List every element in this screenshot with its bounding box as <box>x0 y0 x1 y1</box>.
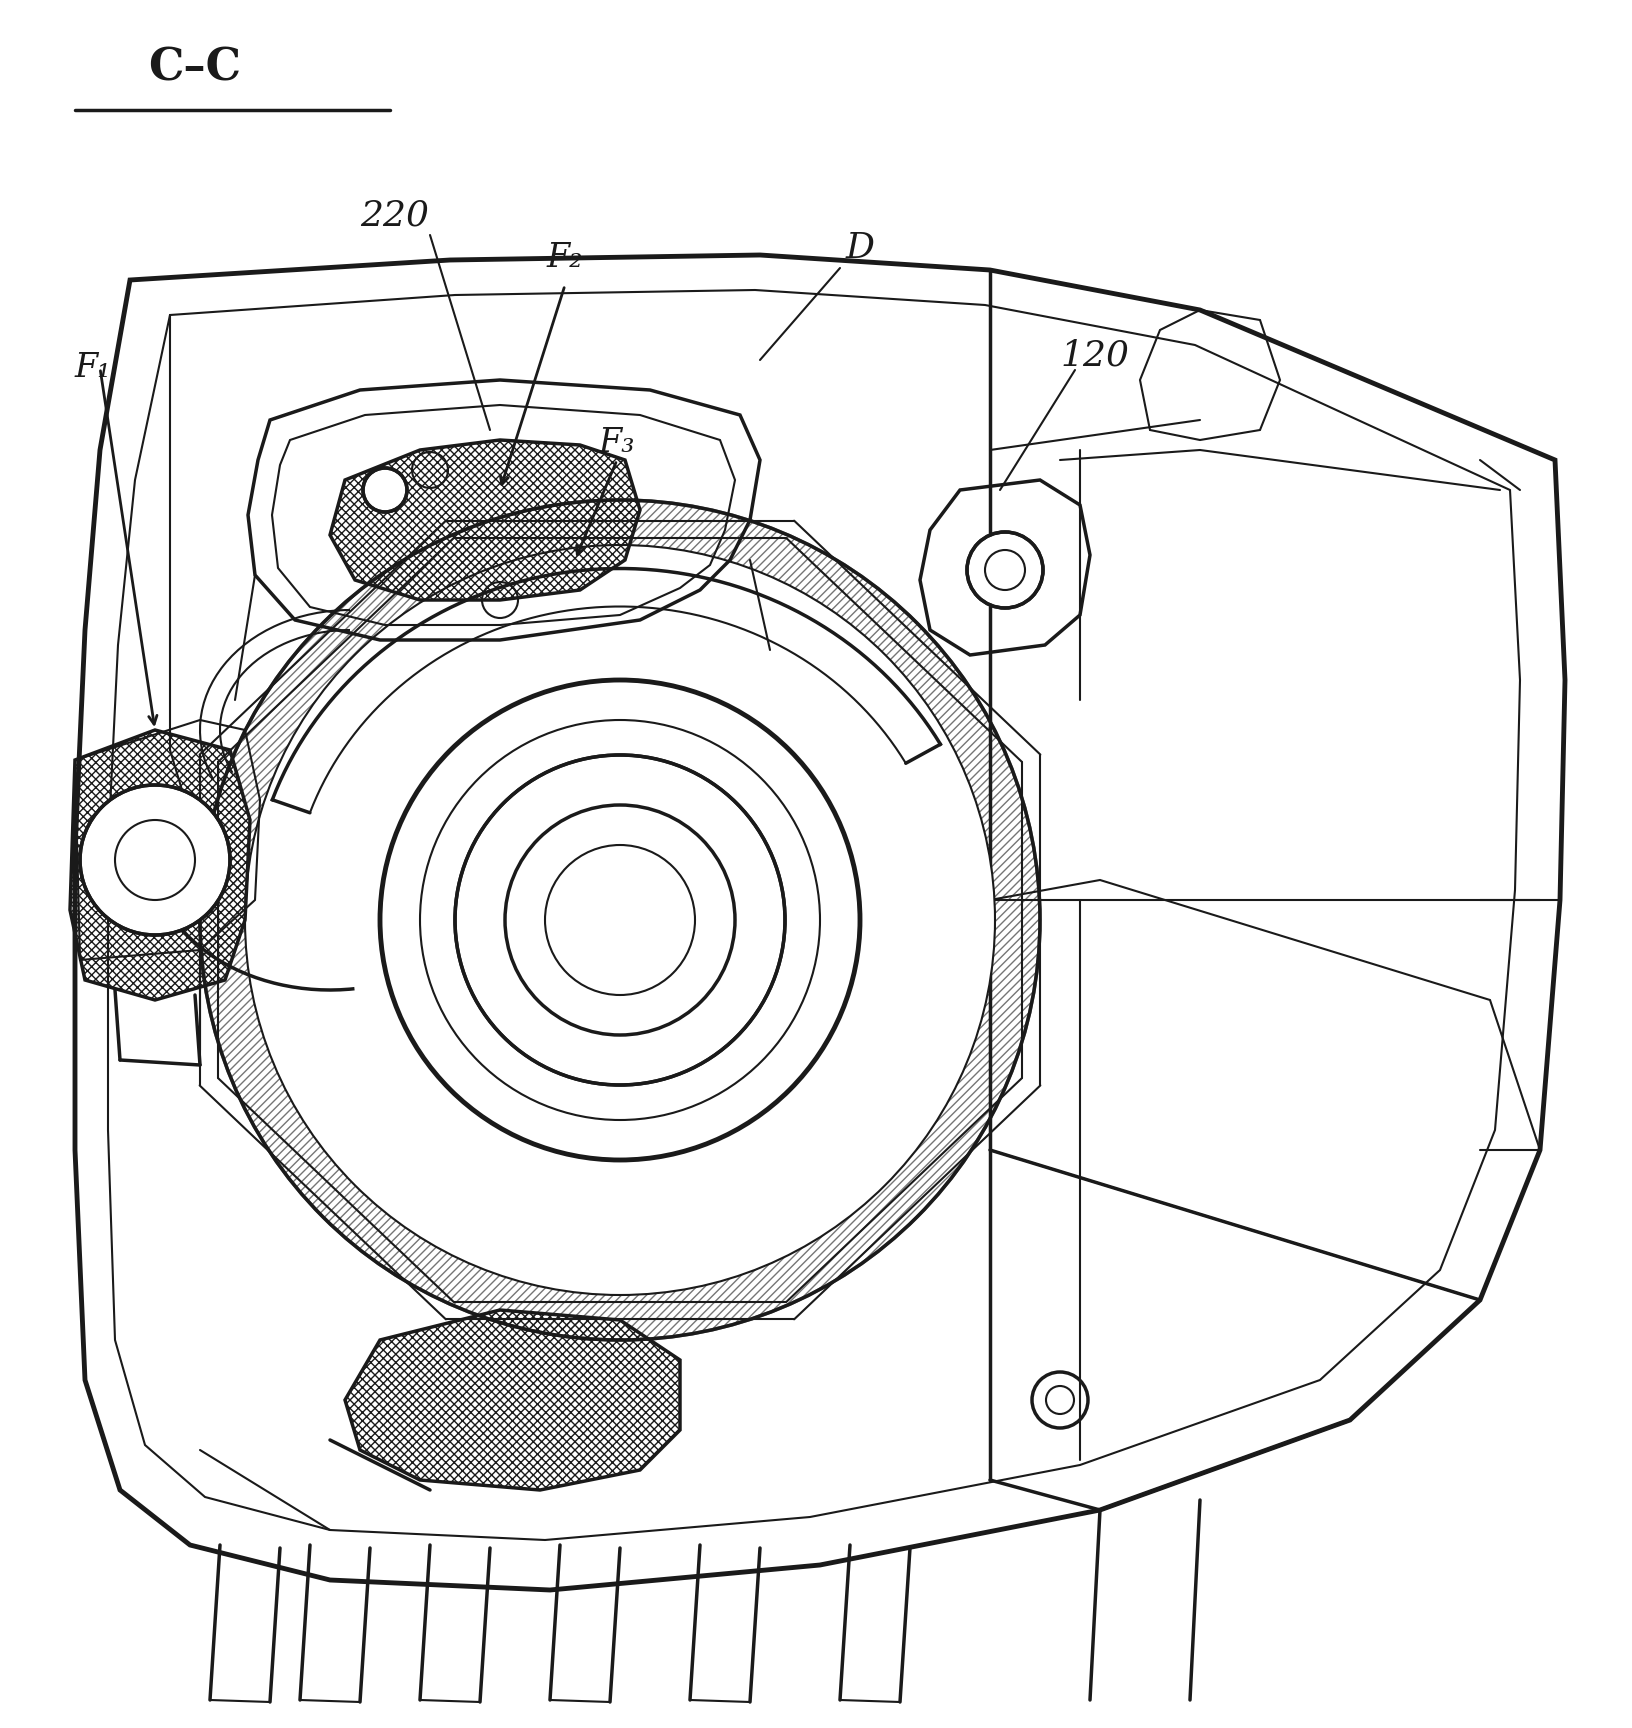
Text: 220: 220 <box>361 199 429 232</box>
Text: F₁: F₁ <box>75 353 111 384</box>
Text: D: D <box>845 232 875 264</box>
Circle shape <box>966 532 1043 608</box>
Text: 120: 120 <box>1059 339 1129 372</box>
Text: F₂: F₂ <box>547 242 583 275</box>
Circle shape <box>80 785 230 935</box>
Circle shape <box>362 468 406 511</box>
Text: C–C: C–C <box>149 47 242 90</box>
Circle shape <box>455 755 785 1085</box>
Circle shape <box>245 544 994 1294</box>
Text: F₃: F₃ <box>599 427 635 460</box>
